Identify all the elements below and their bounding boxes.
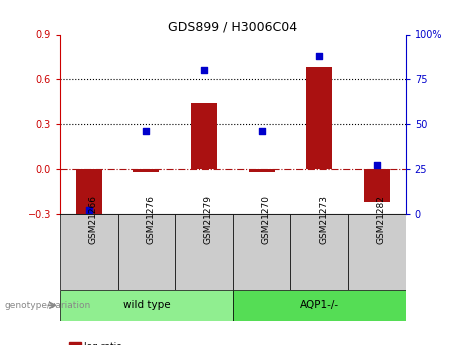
Point — [258, 129, 266, 134]
Bar — [118, 214, 175, 290]
Text: AQP1-/-: AQP1-/- — [300, 300, 339, 310]
Text: GSM21270: GSM21270 — [262, 196, 271, 245]
Point — [200, 68, 207, 73]
Bar — [348, 214, 406, 290]
Bar — [306, 67, 332, 169]
Point — [315, 53, 323, 59]
Title: GDS899 / H3006C04: GDS899 / H3006C04 — [168, 20, 297, 33]
Bar — [290, 214, 348, 290]
Bar — [248, 169, 275, 172]
Bar — [175, 214, 233, 290]
Point — [85, 208, 92, 213]
Bar — [60, 290, 233, 321]
Bar — [233, 214, 290, 290]
Point — [373, 163, 381, 168]
Bar — [133, 169, 160, 172]
Bar — [191, 103, 217, 169]
Text: GSM21282: GSM21282 — [377, 196, 386, 244]
Bar — [364, 169, 390, 202]
Text: GSM21266: GSM21266 — [89, 196, 98, 245]
Text: GSM21273: GSM21273 — [319, 196, 328, 245]
Bar — [233, 290, 406, 321]
Text: GSM21276: GSM21276 — [146, 196, 155, 245]
Bar — [60, 214, 118, 290]
Point — [142, 129, 150, 134]
Text: GSM21279: GSM21279 — [204, 196, 213, 245]
Bar — [76, 169, 102, 218]
Text: wild type: wild type — [123, 300, 170, 310]
Text: genotype/variation: genotype/variation — [5, 301, 91, 310]
Text: log ratio: log ratio — [84, 342, 122, 345]
